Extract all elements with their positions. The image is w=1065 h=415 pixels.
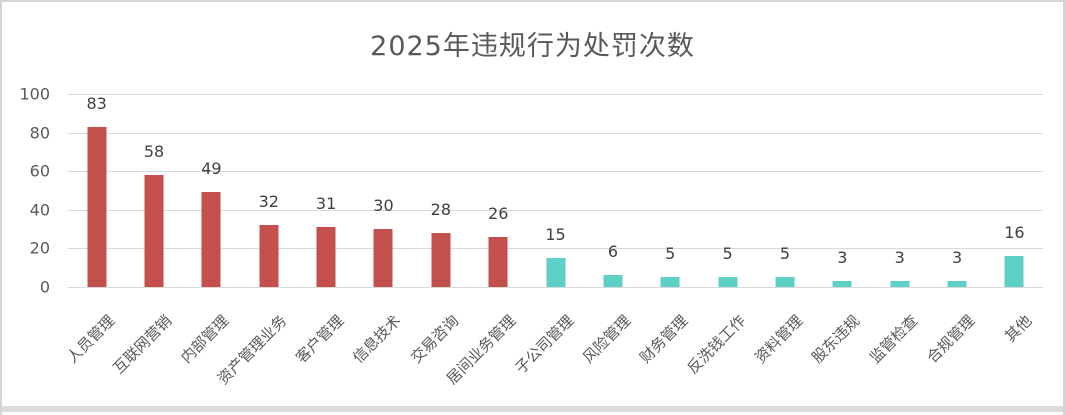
x-tick-label: 股东违规	[808, 311, 864, 367]
bar	[1004, 256, 1024, 287]
bar	[832, 281, 852, 287]
bar-slot: 15 子公司管理	[511, 94, 584, 377]
y-tick-label: 60	[29, 161, 50, 181]
gridline	[68, 132, 1043, 134]
bar-slot: 6 风险管理	[579, 94, 641, 366]
x-tick-label: 风险管理	[579, 311, 635, 367]
bar	[488, 236, 508, 287]
bar-value-label: 6	[607, 242, 618, 262]
bar	[546, 258, 566, 287]
bar	[775, 277, 795, 287]
y-tick-label: 80	[29, 123, 50, 143]
bar-value-label: 83	[86, 93, 107, 113]
bar-value-label: 30	[373, 196, 394, 216]
bar-slot: 32 资产管理业务	[214, 94, 297, 388]
x-tick-label: 人员管理	[62, 311, 119, 367]
x-tick-label: 合规管理	[923, 311, 979, 367]
x-tick-label: 客户管理	[292, 311, 348, 367]
bar-slot: 28 交易咨询	[407, 94, 469, 367]
gridline	[68, 209, 1043, 211]
bar-slot: 3 监管检查	[866, 94, 928, 367]
gridline	[68, 94, 1043, 95]
bar-value-label: 3	[951, 248, 963, 268]
bar	[603, 275, 623, 287]
bar-value-label: 5	[779, 244, 791, 264]
bar-slot: 3 股东违规	[809, 94, 871, 367]
bar-slot: 26 居间业务管理	[443, 94, 527, 388]
x-tick-label: 资料管理	[751, 311, 807, 367]
x-tick-label: 监管检查	[865, 311, 922, 367]
gridline	[68, 287, 1043, 288]
chart-title: 2025年违规行为处罚次数	[370, 31, 695, 62]
bar-slot: 5 财务管理	[636, 94, 699, 366]
bar-slot: 30 信息技术	[350, 94, 412, 367]
bar-value-label: 31	[315, 194, 337, 214]
y-axis: 0 20 40 60 80 100	[2, 85, 50, 297]
x-tick-label: 交易咨询	[406, 311, 463, 367]
bar-slot: 16 其他	[986, 94, 1043, 345]
bar	[87, 126, 107, 287]
x-tick-label: 财务管理	[636, 311, 692, 367]
x-tick-label: 其他	[1001, 311, 1036, 346]
bars-row: 83 人员管理 58 互联网营销 49 内部管理 32 资产管理业务 31 客户管理 30 信息技术 2…	[63, 93, 1043, 388]
bar-slot: 5 反洗钱工作	[683, 94, 756, 377]
x-tick-label: 子公司管理	[511, 311, 577, 378]
bar-slot: 5 资料管理	[751, 94, 813, 366]
y-tick-label: 40	[29, 200, 50, 220]
bar-value-label: 28	[430, 199, 452, 219]
x-tick-label: 反洗钱工作	[683, 311, 749, 378]
gridline	[68, 248, 1043, 250]
bar	[373, 229, 393, 287]
bar-value-label: 5	[665, 244, 676, 264]
bar-slot: 49 内部管理	[178, 94, 240, 366]
bar-value-label: 15	[545, 225, 566, 245]
bar-slot: 31 客户管理	[292, 94, 354, 367]
bar-slot: 3 合规管理	[923, 94, 985, 367]
x-tick-label: 内部管理	[177, 311, 233, 367]
y-tick-label: 100	[19, 84, 50, 104]
bar-slot: 83 人员管理	[63, 93, 125, 367]
bar-slot: 58 互联网营销	[110, 94, 182, 377]
bar	[201, 192, 221, 287]
bar	[660, 277, 680, 287]
plot-area: 83 人员管理 58 互联网营销 49 内部管理 32 资产管理业务 31 客户管理 30 信息技术 2…	[63, 93, 1043, 388]
bar	[431, 232, 451, 287]
bar-value-label: 49	[201, 159, 222, 179]
bottom-strip	[2, 406, 1063, 412]
bar-value-label: 58	[143, 142, 165, 162]
bar	[316, 227, 336, 287]
bar	[144, 175, 164, 287]
y-tick-label: 0	[39, 277, 50, 297]
y-tick-label: 20	[29, 238, 50, 258]
bar	[890, 281, 910, 287]
bar-value-label: 3	[837, 248, 848, 268]
gridline	[68, 171, 1043, 173]
bar	[259, 225, 279, 287]
bar	[947, 281, 967, 287]
bar-value-label: 32	[258, 192, 279, 212]
bar-value-label: 5	[722, 244, 733, 264]
x-tick-label: 互联网营销	[109, 311, 176, 378]
x-tick-label: 信息技术	[349, 311, 405, 367]
bar	[718, 277, 738, 287]
bar-value-label: 16	[1004, 223, 1025, 243]
bar-value-label: 26	[488, 203, 509, 223]
bar-value-label: 3	[894, 248, 905, 268]
